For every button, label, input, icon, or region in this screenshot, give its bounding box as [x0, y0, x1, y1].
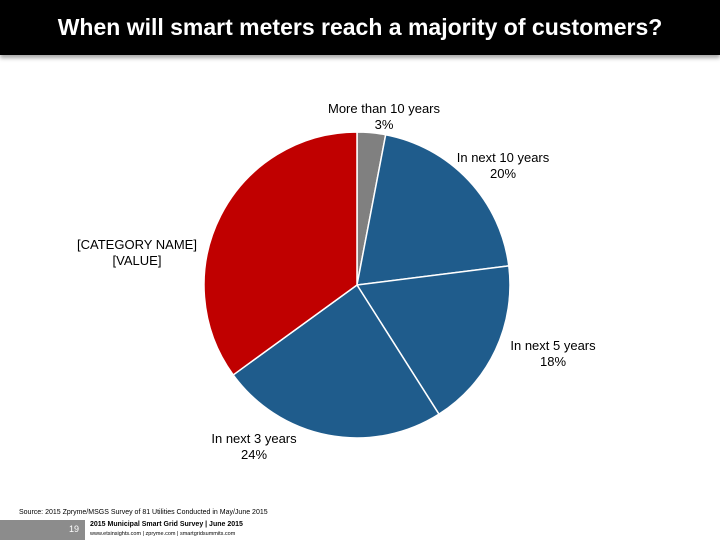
pie-slice-2 — [356, 265, 511, 415]
page-number-box: 19 — [0, 520, 85, 540]
pie-slice-4 — [203, 131, 358, 376]
title-bar: When will smart meters reach a majority … — [0, 0, 720, 55]
footer-links: www.etsinsights.com | zpryme.com | smart… — [90, 531, 236, 537]
slice-category-label: In next 5 years — [510, 338, 596, 353]
slice-value-label: 20% — [489, 166, 517, 181]
slice-label-in-next-3-years: In next 3 years 24% — [211, 431, 296, 463]
page-number: 19 — [68, 524, 79, 534]
slice-category-label: More than 10 years — [327, 101, 441, 116]
slice-label-in-next-5-years: In next 5 years 18% — [510, 338, 595, 370]
slice-category-label: In next 10 years — [456, 150, 550, 165]
pie-slice-1 — [356, 133, 510, 286]
slice-category-label: In next 3 years — [211, 431, 297, 446]
slice-label-in-next-10-years: In next 10 years 20% — [457, 150, 550, 182]
pie-slice-3 — [232, 284, 440, 439]
footer: 19 2015 Municipal Smart Grid Survey | Ju… — [0, 520, 720, 540]
slice-label-category-name: [CATEGORY NAME] [VALUE] — [77, 237, 197, 269]
slice-value-label: [VALUE] — [112, 253, 162, 268]
slice-category-label: [CATEGORY NAME] — [77, 237, 197, 252]
slice-value-label: 3% — [374, 117, 394, 132]
slice-value-label: 18% — [539, 354, 567, 369]
footer-title: 2015 Municipal Smart Grid Survey | June … — [90, 521, 243, 528]
slide-title: When will smart meters reach a majority … — [57, 14, 663, 40]
slice-label-more-than-10-years: More than 10 years 3% — [328, 101, 440, 133]
source-note: Source: 2015 Zpryme/MSGS Survey of 81 Ut… — [19, 509, 268, 516]
slice-value-label: 24% — [240, 447, 268, 462]
